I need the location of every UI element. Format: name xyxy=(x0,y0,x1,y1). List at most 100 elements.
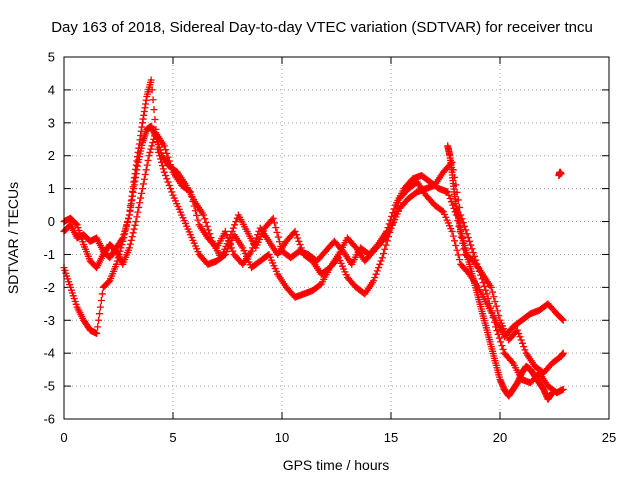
data-point xyxy=(139,180,147,188)
data-point xyxy=(480,282,488,290)
x-tick-label: 25 xyxy=(602,430,616,445)
data-point xyxy=(370,277,378,285)
data-point xyxy=(296,241,304,249)
data-point xyxy=(445,191,453,199)
y-axis-label: SDTVAR / TECUs xyxy=(5,182,21,294)
data-point xyxy=(473,260,481,268)
data-point xyxy=(250,241,258,249)
data-point xyxy=(517,336,525,344)
data-point xyxy=(494,307,502,315)
data-point xyxy=(124,218,132,226)
y-tick-label: -6 xyxy=(43,412,55,427)
y-tick-label: -1 xyxy=(43,247,55,262)
y-tick-label: 3 xyxy=(48,115,55,130)
data-point xyxy=(164,178,172,186)
data-point xyxy=(518,339,526,347)
data-point xyxy=(149,139,157,147)
data-point xyxy=(158,162,166,170)
data-point xyxy=(375,264,383,272)
data-point xyxy=(98,290,106,298)
data-point xyxy=(122,226,130,234)
data-point xyxy=(557,170,565,178)
plot-border xyxy=(63,56,610,420)
data-point xyxy=(456,256,464,264)
data-point xyxy=(96,310,104,318)
series-track-c xyxy=(60,129,567,397)
x-tick-label: 10 xyxy=(275,430,289,445)
y-tick-label: -5 xyxy=(43,379,55,394)
y-tick-labels: -6 -5 -4 -3 -2 -1 0 1 2 3 4 5 xyxy=(43,50,55,427)
data-point xyxy=(499,345,507,353)
data-point xyxy=(145,152,153,160)
data-point xyxy=(188,193,196,201)
data-point xyxy=(133,213,141,221)
data-point xyxy=(489,288,497,296)
data-point xyxy=(124,215,132,223)
data-point xyxy=(120,234,128,242)
data-point xyxy=(381,245,389,253)
data-point xyxy=(254,231,262,239)
data-point xyxy=(269,214,277,222)
data-point xyxy=(128,233,136,241)
data-point xyxy=(232,218,240,226)
data-point xyxy=(160,168,168,176)
data-point xyxy=(438,207,446,215)
data-point xyxy=(229,224,237,232)
data-point xyxy=(162,146,170,154)
data-point xyxy=(168,164,176,172)
data-point xyxy=(163,175,171,183)
series-outlier xyxy=(555,168,565,179)
data-point xyxy=(487,304,495,312)
chart-title: Day 163 of 2018, Sidereal Day-to-day VTE… xyxy=(51,19,593,36)
data-point xyxy=(485,299,493,307)
data-point xyxy=(492,302,500,310)
data-point xyxy=(495,334,503,342)
data-point xyxy=(448,227,456,235)
data-point xyxy=(477,271,485,279)
data-point xyxy=(132,218,140,226)
data-point xyxy=(141,171,149,179)
data-point xyxy=(156,152,164,160)
data-point xyxy=(452,242,460,250)
data-point xyxy=(138,185,146,193)
data-point xyxy=(559,385,567,393)
data-point xyxy=(129,229,137,237)
data-point xyxy=(273,228,281,236)
data-point xyxy=(492,323,500,331)
data-point xyxy=(470,252,478,260)
data-points xyxy=(60,76,567,403)
data-point xyxy=(465,237,473,245)
data-point xyxy=(297,244,305,252)
data-point xyxy=(148,142,156,150)
data-point xyxy=(494,330,502,338)
data-point xyxy=(225,237,233,245)
data-point xyxy=(95,316,103,324)
data-point xyxy=(142,166,150,174)
data-point xyxy=(138,189,146,197)
data-point xyxy=(193,211,201,219)
data-point xyxy=(251,237,259,245)
data-point xyxy=(451,237,459,245)
data-point xyxy=(272,224,280,232)
data-point xyxy=(493,327,501,335)
data-point xyxy=(478,275,486,283)
data-point xyxy=(165,181,173,189)
data-point xyxy=(220,251,228,259)
data-point xyxy=(96,303,104,311)
data-point xyxy=(200,211,208,219)
axis-ticks xyxy=(63,56,610,420)
data-point xyxy=(136,199,144,207)
data-point xyxy=(194,216,202,224)
data-point xyxy=(93,329,101,337)
data-point xyxy=(97,297,105,305)
data-point xyxy=(143,161,151,169)
data-point xyxy=(498,342,506,350)
data-point xyxy=(167,185,175,193)
data-point xyxy=(378,254,386,262)
data-point xyxy=(469,249,477,257)
data-point xyxy=(147,145,155,153)
data-point xyxy=(520,343,528,351)
data-point xyxy=(482,286,490,294)
data-point xyxy=(521,346,529,354)
